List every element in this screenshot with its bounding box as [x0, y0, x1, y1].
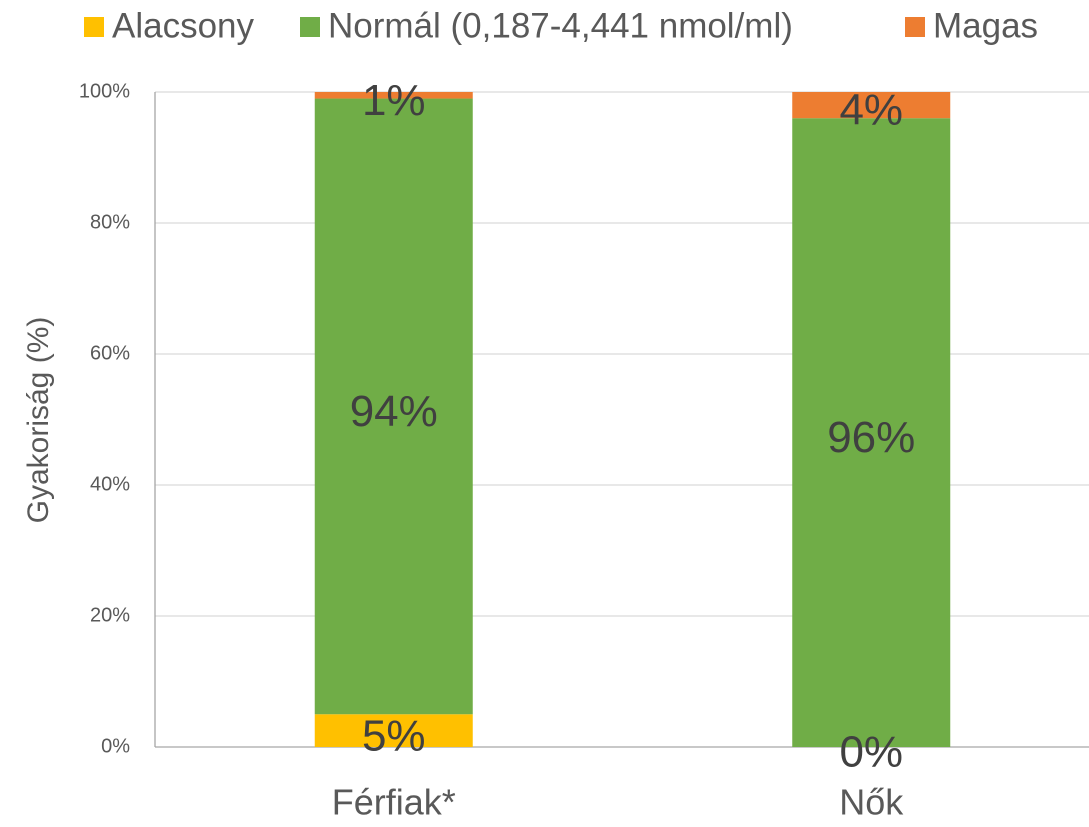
legend-label: Alacsony [112, 6, 255, 45]
data-label: 5% [362, 711, 426, 760]
data-label: 96% [827, 413, 915, 462]
bar-segment [314, 98, 473, 715]
legend-label: Normál (0,187-4,441 nmol/ml) [328, 6, 793, 45]
data-label: 4% [839, 86, 903, 135]
y-tick-label: 60% [90, 342, 130, 364]
x-tick-label: Férfiak* [332, 782, 456, 823]
y-tick-label: 40% [90, 473, 130, 495]
bar-segment [792, 118, 951, 747]
bar-segment [314, 92, 473, 99]
bar-segment [792, 92, 951, 119]
legend-swatch [84, 17, 104, 37]
y-tick-label: 100% [79, 80, 130, 102]
legend-swatch [300, 17, 320, 37]
legend-label: Magas [933, 6, 1038, 45]
legend-swatch [905, 17, 925, 37]
bar-segment [314, 714, 473, 747]
y-tick-label: 80% [90, 211, 130, 233]
x-tick-label: Nők [839, 782, 904, 823]
data-label: 1% [362, 76, 426, 125]
y-tick-label: 0% [101, 735, 130, 757]
data-label: 0% [839, 728, 903, 777]
y-tick-label: 20% [90, 604, 130, 626]
data-label: 94% [350, 387, 438, 436]
y-axis-title: Gyakoriság (%) [22, 317, 55, 524]
